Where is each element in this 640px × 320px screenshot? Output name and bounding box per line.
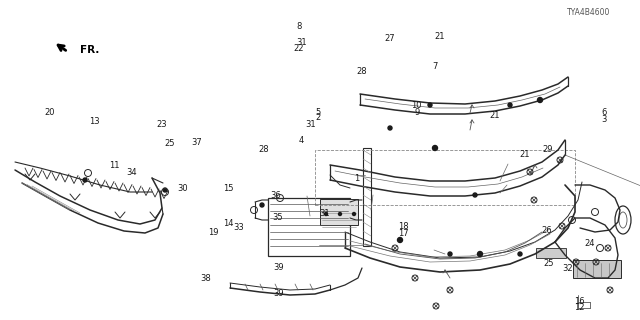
Text: 5: 5: [316, 108, 321, 116]
Circle shape: [518, 252, 522, 256]
Text: 15: 15: [223, 184, 234, 193]
Circle shape: [353, 212, 355, 215]
Text: 37: 37: [191, 138, 202, 147]
Text: 19: 19: [208, 228, 218, 237]
Text: 4: 4: [298, 136, 303, 145]
Text: 26: 26: [542, 226, 552, 235]
Text: 3: 3: [602, 115, 607, 124]
Text: 22: 22: [294, 44, 304, 53]
Bar: [320, 199, 358, 225]
Circle shape: [83, 178, 87, 182]
Text: 8: 8: [297, 22, 302, 31]
Text: 29: 29: [543, 145, 553, 154]
Circle shape: [388, 126, 392, 130]
Text: 31: 31: [297, 38, 307, 47]
Bar: [315, 150, 575, 205]
Circle shape: [260, 203, 264, 207]
Text: 33: 33: [234, 223, 244, 232]
Text: 34: 34: [126, 168, 136, 177]
Text: 14: 14: [223, 220, 234, 228]
Text: 28: 28: [259, 145, 269, 154]
Circle shape: [397, 237, 403, 243]
Text: 7: 7: [433, 62, 438, 71]
Text: 39: 39: [274, 263, 284, 272]
Text: 20: 20: [45, 108, 55, 117]
Circle shape: [339, 212, 342, 215]
Text: 32: 32: [563, 264, 573, 273]
Text: 35: 35: [273, 213, 283, 222]
Text: 13: 13: [90, 117, 100, 126]
Text: 24: 24: [584, 239, 595, 248]
Text: 10: 10: [412, 101, 422, 110]
Text: 28: 28: [356, 67, 367, 76]
Text: 11: 11: [109, 161, 119, 170]
Text: 36: 36: [270, 191, 280, 200]
Text: 39: 39: [274, 289, 284, 298]
Bar: [536, 248, 566, 258]
Text: 25: 25: [543, 259, 554, 268]
Text: 2: 2: [316, 113, 321, 122]
Text: 21: 21: [519, 150, 529, 159]
Text: TYA4B4600: TYA4B4600: [566, 7, 610, 17]
Circle shape: [477, 252, 483, 257]
Text: 12: 12: [575, 303, 585, 312]
Text: 27: 27: [385, 34, 395, 43]
Text: 31: 31: [305, 120, 316, 129]
Text: 21: 21: [435, 32, 445, 41]
Text: FR.: FR.: [80, 45, 99, 55]
Text: 1: 1: [355, 174, 360, 183]
Bar: [268, 198, 350, 256]
Circle shape: [433, 146, 438, 150]
Circle shape: [324, 212, 328, 215]
Circle shape: [428, 103, 432, 107]
Text: 25: 25: [164, 139, 175, 148]
Bar: [573, 260, 621, 278]
Circle shape: [448, 252, 452, 256]
Text: 30: 30: [177, 184, 188, 193]
Bar: [363, 148, 371, 246]
Circle shape: [473, 193, 477, 197]
Text: 38: 38: [201, 274, 211, 283]
Circle shape: [508, 103, 512, 107]
Text: 9: 9: [414, 108, 419, 117]
Text: 16: 16: [575, 297, 585, 306]
Text: 21: 21: [490, 111, 500, 120]
Text: 6: 6: [602, 108, 607, 117]
Text: 23: 23: [156, 120, 166, 129]
Circle shape: [163, 188, 167, 192]
Circle shape: [538, 98, 543, 102]
Text: 18: 18: [398, 222, 408, 231]
Text: 31: 31: [319, 209, 330, 218]
Text: 17: 17: [398, 229, 408, 238]
